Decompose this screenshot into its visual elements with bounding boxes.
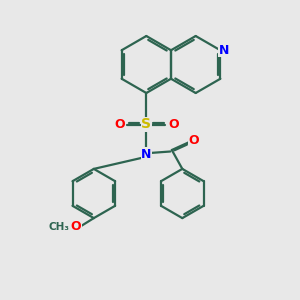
Text: O: O — [168, 118, 178, 131]
Text: O: O — [114, 118, 124, 131]
Text: CH₃: CH₃ — [48, 221, 69, 232]
Text: O: O — [188, 134, 199, 148]
Text: S: S — [141, 118, 151, 131]
Text: N: N — [219, 44, 229, 57]
Text: O: O — [70, 220, 81, 233]
Text: N: N — [141, 148, 152, 161]
